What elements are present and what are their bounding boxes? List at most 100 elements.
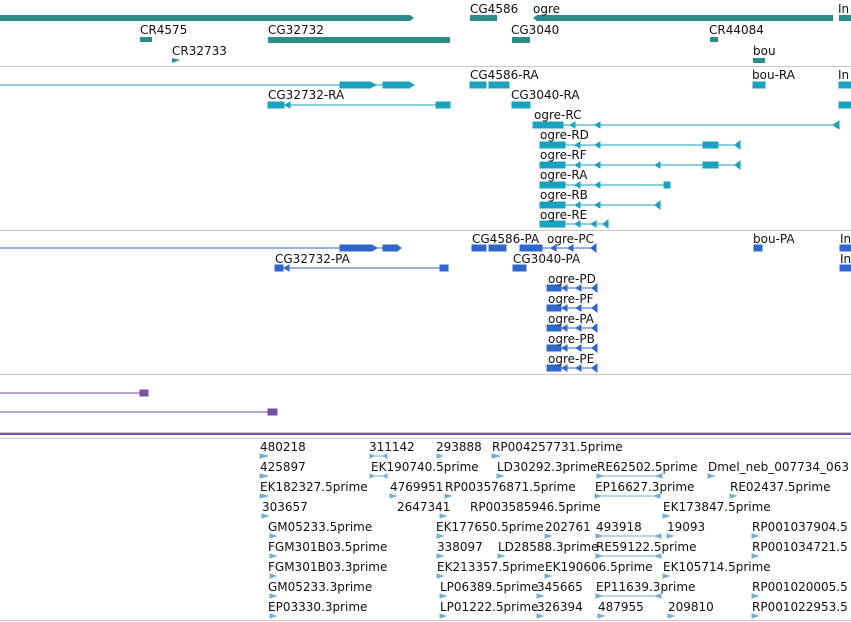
est-label[interactable]: 425897	[260, 460, 306, 474]
transcript-exon[interactable]	[339, 81, 371, 89]
est-label[interactable]: RP003585946.5prime	[470, 500, 601, 514]
protein-label[interactable]: ogre-PA	[548, 312, 595, 326]
est-label[interactable]: Dmel_neb_007734_063	[708, 460, 849, 474]
est-label[interactable]: RP001034721.5	[752, 540, 848, 554]
transcript-exon[interactable]	[488, 81, 510, 89]
transcript-label[interactable]: ogre-RD	[540, 128, 589, 142]
est-label[interactable]: 293888	[436, 440, 482, 454]
transcript-exon[interactable]	[469, 81, 487, 89]
transcript-label[interactable]: CG3040-RA	[511, 88, 580, 102]
est-label[interactable]: GM05233.3prime	[268, 580, 373, 594]
est-label[interactable]: RP001020005.5	[752, 580, 848, 594]
gene-label[interactable]: CR44084	[709, 23, 764, 37]
est-label[interactable]: 480218	[260, 440, 306, 454]
est-label[interactable]: LP06389.5prime	[440, 580, 539, 594]
protein-label[interactable]: CG4586-PA	[472, 232, 540, 246]
transcript-exon[interactable]	[511, 101, 531, 109]
est-label[interactable]: RP004257731.5prime	[492, 440, 623, 454]
est-label[interactable]: 2647341	[397, 500, 451, 514]
transcript-exon[interactable]	[382, 81, 410, 89]
transcript-exon[interactable]	[435, 101, 451, 109]
est-label[interactable]: RE59122.5prime	[596, 540, 697, 554]
protein-label[interactable]: ogre-PF	[548, 292, 594, 306]
gene-glyph[interactable]	[470, 15, 497, 21]
protein-exon[interactable]	[339, 244, 373, 252]
gene-glyph[interactable]	[839, 15, 851, 21]
protein-label[interactable]: In	[840, 232, 851, 246]
gene-glyph[interactable]	[140, 37, 152, 42]
est-label[interactable]: EK190740.5prime	[371, 460, 479, 474]
gene-label[interactable]: CR32733	[172, 44, 227, 58]
gene-glyph[interactable]	[753, 58, 765, 63]
est-label[interactable]: 493918	[596, 520, 642, 534]
est-label[interactable]: EK182327.5prime	[260, 480, 368, 494]
transcript-label[interactable]: ogre-RB	[540, 188, 588, 202]
est-label[interactable]: EK213357.5prime	[437, 560, 545, 574]
transcript-label[interactable]: CG32732-RA	[268, 88, 345, 102]
est-label[interactable]: 4769951	[390, 480, 444, 494]
est-label[interactable]: EP16627.3prime	[595, 480, 695, 494]
est-label[interactable]: RP001022953.5	[752, 600, 848, 614]
feature-glyph[interactable]	[267, 408, 278, 416]
protein-label[interactable]: ogre-PE	[548, 352, 595, 366]
est-label[interactable]: RP001037904.5	[752, 520, 848, 534]
gene-label[interactable]: CG3040	[511, 23, 560, 37]
gene-glyph[interactable]	[533, 15, 833, 21]
transcript-label[interactable]: In	[838, 68, 850, 82]
transcript-exon[interactable]	[267, 101, 285, 109]
gene-glyph[interactable]	[0, 15, 414, 21]
gene-glyph[interactable]	[172, 58, 180, 63]
est-label[interactable]: 311142	[369, 440, 415, 454]
transcript-label[interactable]: ogre-RA	[540, 168, 588, 182]
est-label[interactable]: LP01222.5prime	[440, 600, 539, 614]
est-label[interactable]: EK105714.5prime	[663, 560, 771, 574]
transcript-label[interactable]: CG4586-RA	[470, 68, 539, 82]
protein-label[interactable]: ogre-PD	[548, 272, 596, 286]
est-label[interactable]: 19093	[667, 520, 706, 534]
transcript-label[interactable]: ogre-RE	[540, 208, 588, 222]
est-label[interactable]: EK177650.5prime	[436, 520, 544, 534]
protein-label[interactable]: CG32732-PA	[275, 252, 350, 266]
est-label[interactable]: 338097	[437, 540, 483, 554]
est-label[interactable]: LD30292.3prime	[497, 460, 598, 474]
est-label[interactable]: EP11639.3prime	[596, 580, 696, 594]
gene-glyph[interactable]	[512, 37, 530, 43]
protein-label[interactable]: ogre-PB	[548, 332, 595, 346]
protein-exon[interactable]	[471, 244, 487, 252]
protein-label[interactable]: ogre-PC	[547, 232, 594, 246]
est-label[interactable]: GM05233.5prime	[268, 520, 373, 534]
est-label[interactable]: 303657	[262, 500, 308, 514]
protein-exon[interactable]	[488, 244, 507, 252]
gene-glyph[interactable]	[710, 37, 718, 42]
gene-label[interactable]: CG32732	[268, 23, 324, 37]
est-label[interactable]: LD28588.3prime	[498, 540, 599, 554]
transcript-exon[interactable]	[838, 81, 851, 89]
protein-exon[interactable]	[382, 244, 398, 252]
est-label[interactable]: RE02437.5prime	[730, 480, 831, 494]
est-label[interactable]: RE62502.5prime	[597, 460, 698, 474]
transcript-label[interactable]: ogre-RC	[534, 108, 582, 122]
est-label[interactable]: FGM301B03.3prime	[268, 560, 388, 574]
est-label[interactable]: 487955	[598, 600, 644, 614]
est-label[interactable]: EK190606.5prime	[545, 560, 653, 574]
gene-label[interactable]: bou	[753, 44, 776, 58]
transcript-exon[interactable]	[752, 81, 766, 89]
feature-glyph[interactable]	[139, 389, 149, 397]
gene-label[interactable]: CG4586	[470, 2, 519, 16]
est-label[interactable]: RP003576871.5prime	[445, 480, 576, 494]
est-label[interactable]: 209810	[668, 600, 714, 614]
protein-label[interactable]: CG3040-PA	[513, 252, 581, 266]
est-label[interactable]: FGM301B03.5prime	[268, 540, 388, 554]
est-label[interactable]: EK173847.5prime	[663, 500, 771, 514]
gene-glyph[interactable]	[268, 37, 450, 43]
gene-label[interactable]: In	[838, 2, 850, 16]
transcript-label[interactable]: ogre-RF	[540, 148, 587, 162]
est-label[interactable]: EP03330.3prime	[268, 600, 368, 614]
protein-label[interactable]: bou-PA	[753, 232, 795, 246]
gene-label[interactable]: ogre	[533, 2, 561, 16]
gene-label[interactable]: CR4575	[140, 23, 188, 37]
transcript-exon[interactable]	[838, 101, 851, 109]
protein-label[interactable]: In	[840, 252, 851, 266]
est-label[interactable]: 202761	[545, 520, 591, 534]
est-label[interactable]: 345665	[537, 580, 583, 594]
